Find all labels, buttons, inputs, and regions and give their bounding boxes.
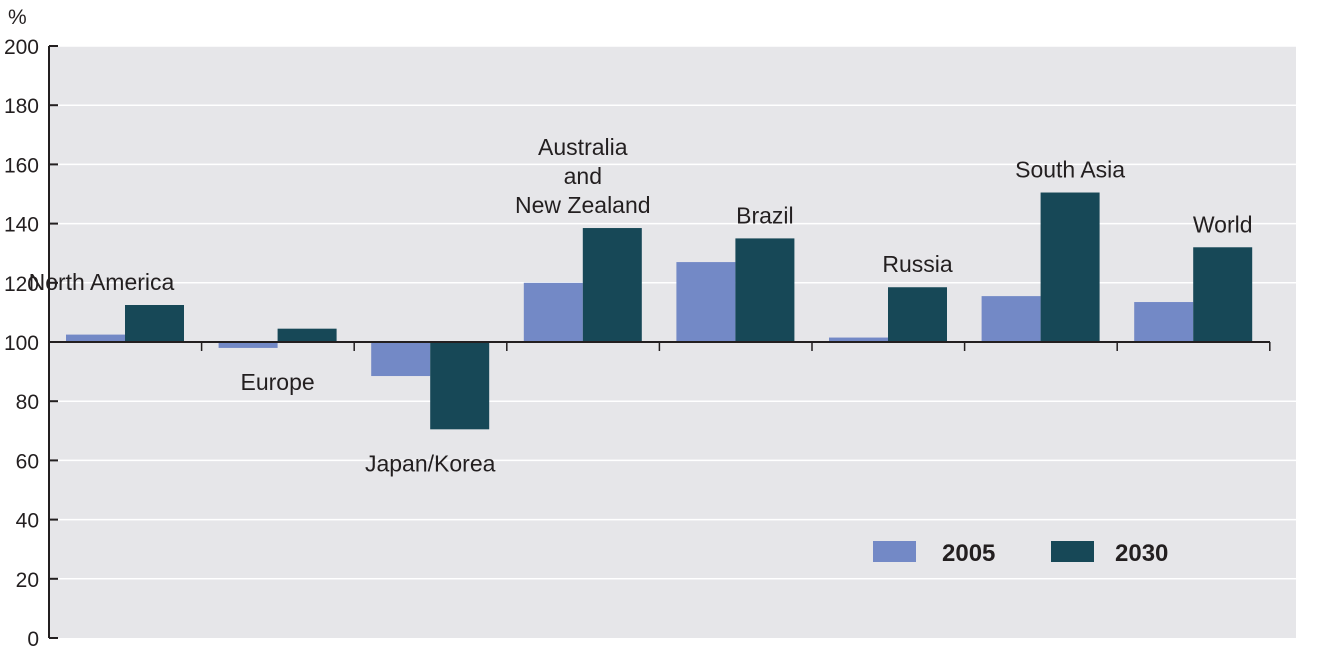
category-label-line: New Zealand [515,192,651,218]
category-label: Russia [882,251,953,277]
category-label: Australia and New Zealand [515,134,651,218]
bar-2030 [735,238,795,342]
category-label-line: Australia [538,134,628,160]
bar-2005 [829,337,888,342]
y-tick-label: 20 [16,569,39,592]
bar-2030 [582,228,642,342]
y-tick-label: 60 [16,450,39,473]
y-axis-unit-label: % [8,6,27,29]
y-tick-label: 160 [4,154,39,177]
category-label-line: Japan/Korea [365,450,496,476]
category-label-line: Russia [882,251,953,277]
category-label: South Asia [1015,157,1125,183]
bar-2030 [1040,192,1100,342]
category-label: Japan/Korea [365,450,496,476]
y-tick-label: 80 [16,391,39,414]
category-label: World [1193,211,1253,237]
axes [48,45,1271,639]
y-tick-label: 0 [27,628,39,651]
category-label-line: Brazil [736,202,794,228]
y-tick-labels: 0 20 40 60 80 100 120 140 160 180 200 [4,36,39,651]
bar-2005 [66,334,125,342]
bar-2005 [981,296,1041,342]
y-tick-label: 140 [4,214,39,237]
category-label-line: World [1193,211,1253,237]
y-tick-label: 40 [16,510,39,533]
legend: 2005 2030 [873,540,1168,567]
category-label-line: North America [29,269,175,295]
legend-swatch-2005 [873,541,916,562]
y-tick-label: 100 [4,332,39,355]
legend-swatch-2030 [1051,541,1094,562]
bar-2030 [1193,247,1253,342]
bar-2005 [371,342,431,377]
legend-label-2030: 2030 [1115,540,1168,567]
category-labels: North America Europe Japan/Korea Australia a… [29,134,1253,476]
category-label: Brazil [736,202,794,228]
legend-label-2005: 2005 [942,540,995,567]
bar-2005 [523,282,583,342]
y-tick-label: 180 [4,95,39,118]
bar-2005 [218,342,278,348]
bar-2030 [125,305,184,342]
bar-2005 [676,262,736,342]
gridlines [50,45,1296,580]
category-label-line: South Asia [1015,157,1125,183]
bar-2005 [1134,302,1194,342]
category-label-line: and [564,163,602,189]
category-label: Europe [241,369,315,395]
y-tick-label: 120 [4,273,39,296]
y-tick-label: 200 [4,36,39,59]
bar-2030 [888,287,947,342]
bars [66,192,1253,430]
category-label-line: Europe [241,369,315,395]
category-label: North America [29,269,175,295]
bar-2030 [430,342,490,430]
bar-2030 [277,328,337,342]
